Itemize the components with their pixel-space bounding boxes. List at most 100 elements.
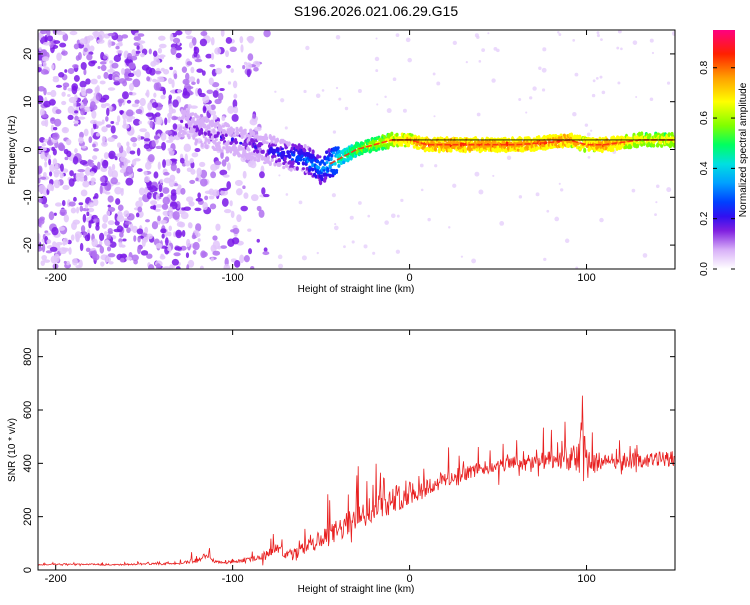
noise-speck: [119, 168, 126, 174]
ridge-point: [214, 125, 218, 129]
noise-speck: [196, 78, 200, 85]
noise-speck: [194, 207, 202, 212]
noise-speck: [46, 154, 52, 160]
noise-speck: [65, 138, 72, 146]
noise-speck: [151, 221, 159, 230]
spectral-ridge: [177, 108, 675, 186]
noise-speck: [106, 210, 111, 216]
noise-speck: [363, 244, 368, 249]
ridge-point: [433, 146, 437, 152]
noise-speck: [199, 265, 204, 269]
noise-speck: [44, 161, 48, 168]
noise-speck: [543, 257, 547, 262]
noise-speck: [170, 192, 177, 202]
noise-speck: [250, 266, 255, 269]
noise-speck: [141, 64, 150, 71]
noise-speck: [208, 77, 214, 86]
noise-speck: [193, 230, 199, 234]
noise-speck: [89, 213, 93, 219]
noise-speck: [95, 92, 102, 101]
ridge-point: [299, 144, 304, 149]
noise-speck: [158, 54, 166, 58]
ridge-point: [648, 133, 652, 138]
noise-speck: [343, 245, 346, 249]
noise-speck: [163, 171, 170, 176]
noise-speck: [146, 233, 153, 240]
noise-speck: [70, 234, 75, 241]
noise-speck: [427, 217, 431, 222]
noise-speck: [243, 192, 249, 199]
noise-speck: [162, 88, 166, 95]
ridge-point: [192, 127, 196, 132]
noise-speck: [137, 236, 141, 243]
noise-speck: [148, 48, 152, 55]
ridge-point: [214, 137, 218, 142]
noise-speck: [335, 35, 341, 40]
ridge-point: [672, 140, 675, 144]
ridge-point: [185, 124, 189, 129]
noise-speck: [194, 58, 203, 63]
noise-speck: [316, 251, 319, 255]
noise-speck: [162, 266, 171, 269]
noise-speck: [655, 201, 658, 204]
noise-speck: [153, 58, 161, 65]
spectrogram-plot-area: [38, 30, 675, 269]
noise-speck: [150, 200, 158, 206]
spectrogram-xlabel: Height of straight line (km): [298, 284, 415, 295]
noise-speck: [113, 80, 121, 86]
noise-speck: [253, 67, 259, 72]
noise-speck: [436, 81, 441, 86]
noise-speck: [478, 189, 484, 195]
ridge-point: [430, 139, 434, 143]
noise-speck: [62, 184, 70, 191]
noise-speck: [169, 33, 174, 42]
ridge-point: [221, 124, 225, 128]
ridge-point: [225, 144, 229, 148]
noise-speck: [41, 243, 46, 253]
noise-speck: [256, 238, 260, 243]
noise-speck: [146, 253, 153, 259]
noise-speck: [195, 197, 203, 202]
noise-speck: [107, 230, 114, 235]
ridge-point: [318, 161, 322, 166]
ridge-point: [507, 138, 511, 143]
noise-speck: [38, 218, 42, 228]
ridge-point: [250, 155, 255, 160]
noise-speck: [42, 41, 51, 46]
noise-speck: [175, 266, 181, 269]
ridge-point: [601, 137, 605, 141]
noise-speck: [258, 209, 265, 218]
noise-speck: [74, 94, 78, 102]
noise-speck: [108, 73, 114, 81]
noise-speck: [180, 245, 187, 251]
noise-speck: [202, 202, 208, 211]
noise-speck: [52, 126, 58, 131]
noise-speck: [102, 159, 109, 169]
noise-speck: [111, 170, 119, 179]
noise-speck: [349, 215, 354, 220]
ridge-point: [220, 149, 224, 153]
ridge-point: [324, 175, 328, 181]
noise-speck: [173, 252, 181, 257]
noise-speck: [106, 183, 111, 191]
noise-speck: [205, 53, 213, 59]
noise-speck: [85, 88, 93, 94]
noise-speck: [171, 264, 176, 269]
noise-speck: [432, 72, 436, 76]
noise-speck: [155, 263, 161, 269]
noise-speck: [161, 203, 169, 210]
noise-speck: [41, 114, 49, 119]
noise-speck: [151, 139, 156, 147]
noise-speck: [189, 157, 194, 164]
noise-speck: [208, 104, 212, 113]
ridge-point: [260, 154, 264, 160]
noise-speck: [72, 64, 79, 69]
noise-speck: [234, 259, 241, 268]
noise-speck: [133, 158, 141, 162]
noise-speck: [167, 116, 171, 124]
noise-speck: [596, 33, 600, 38]
noise-speck: [101, 223, 108, 229]
noise-speck: [102, 55, 108, 60]
ridge-point: [303, 144, 307, 148]
